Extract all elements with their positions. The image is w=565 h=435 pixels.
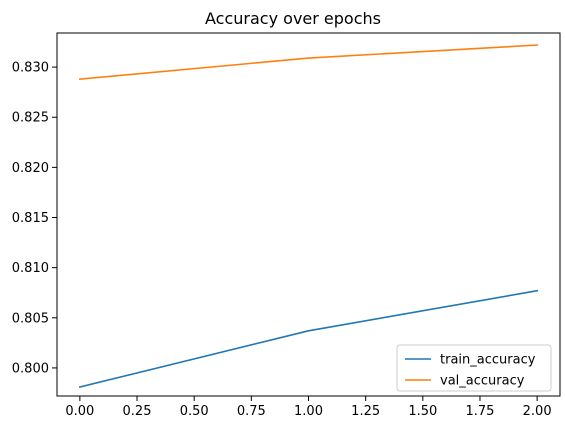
y-tick-label: 0.825	[12, 111, 49, 126]
x-tick-label: 0.50	[180, 404, 209, 419]
x-tick-label: 1.00	[294, 404, 323, 419]
y-tick-label: 0.820	[12, 161, 49, 176]
y-tick-label: 0.800	[12, 361, 49, 376]
legend-box	[396, 344, 552, 392]
x-tick-label: 1.50	[408, 404, 437, 419]
axes-frame	[56, 32, 561, 397]
x-tick-label: 2.00	[523, 404, 552, 419]
plot-area: 0.00 0.25 0.50 0.75 1.00 1.25 1.50 1.75 2.00 0.80…	[12, 44, 552, 419]
x-tick-label: 1.25	[351, 404, 380, 419]
series-line-train-accuracy	[78, 289, 539, 388]
legend-label: val_accuracy	[440, 374, 525, 389]
x-tick-label: 0.25	[123, 404, 152, 419]
y-tick-label: 0.810	[12, 261, 49, 276]
series-line-val-accuracy	[78, 44, 538, 80]
chart-title: Accuracy over epochs	[205, 9, 381, 28]
legend: train_accuracy val_accuracy	[396, 344, 552, 392]
x-tick-label: 0.75	[237, 404, 266, 419]
y-tick-label: 0.830	[12, 61, 49, 76]
legend-label: train_accuracy	[440, 353, 536, 368]
x-tick-label: 1.75	[466, 404, 495, 419]
y-tick-label: 0.815	[12, 211, 49, 226]
y-tick-label: 0.805	[12, 311, 49, 326]
x-tick-label: 0.00	[65, 404, 94, 419]
